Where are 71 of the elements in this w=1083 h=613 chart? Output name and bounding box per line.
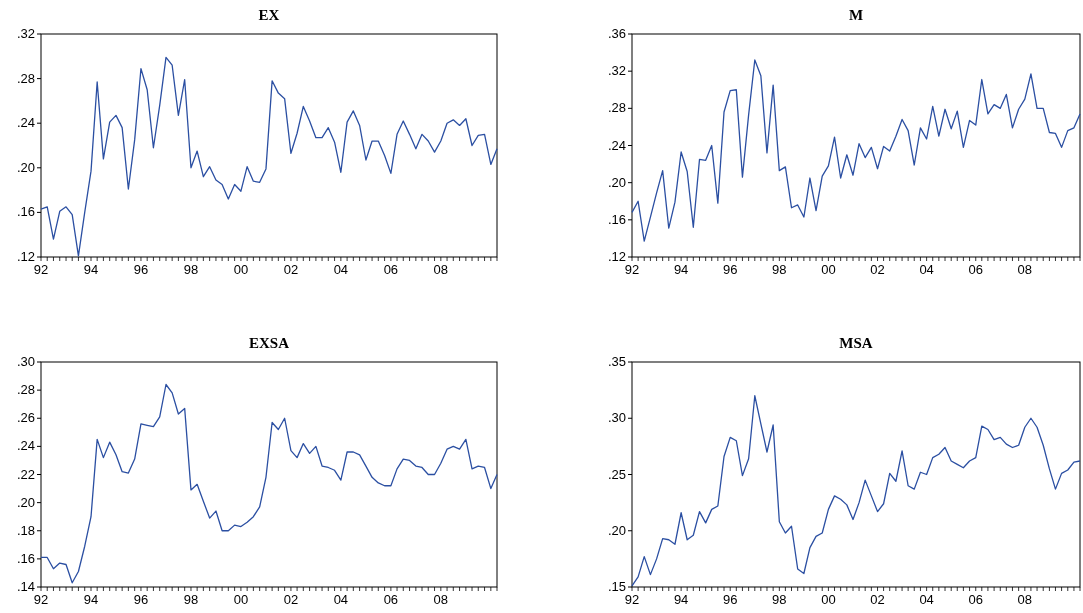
chart-title: MSA (839, 335, 873, 351)
x-tick-label: 02 (283, 262, 299, 277)
y-tick-label: .24 (16, 115, 35, 131)
y-tick-label: .12 (607, 249, 626, 264)
y-tick-label: .25 (607, 466, 626, 482)
y-tick-label: .28 (607, 100, 626, 116)
y-tick-label: .30 (607, 410, 626, 426)
y-tick-label: .28 (16, 382, 35, 398)
y-tick-label: .20 (16, 494, 35, 510)
chart-title: M (848, 7, 864, 23)
x-tick-label: 94 (673, 592, 689, 607)
x-tick-label: 06 (383, 262, 399, 277)
line-series (631, 59, 1081, 242)
x-tick-label: 04 (919, 262, 934, 277)
x-tick-label: 06 (383, 592, 399, 607)
y-tick-label: .14 (16, 579, 35, 594)
y-tick-label: .24 (607, 137, 626, 153)
x-tick-label: 04 (333, 592, 349, 607)
x-tick-label: 94 (673, 262, 689, 277)
y-tick-label: .24 (16, 438, 35, 454)
x-tick-label: 92 (624, 592, 640, 607)
y-tick-label: .32 (16, 26, 35, 41)
chart-title: EX (258, 7, 280, 23)
x-tick-label: 02 (283, 592, 299, 607)
x-tick-label: 98 (772, 592, 787, 607)
y-tick-label: .12 (16, 249, 35, 264)
x-tick-label: 00 (233, 262, 249, 277)
y-tick-label: .26 (16, 410, 35, 426)
x-tick-label: 98 (183, 262, 199, 277)
x-tick-label: 94 (83, 262, 99, 277)
line-series (631, 395, 1081, 587)
x-tick-label: 92 (33, 262, 49, 277)
x-tick-label: 08 (1017, 262, 1033, 277)
x-tick-label: 92 (33, 592, 49, 607)
y-tick-label: .32 (607, 63, 626, 79)
x-tick-label: 96 (722, 592, 738, 607)
x-tick-label: 92 (624, 262, 640, 277)
x-tick-label: 02 (870, 592, 885, 607)
x-tick-label: 08 (433, 592, 449, 607)
y-tick-label: .20 (607, 522, 626, 538)
x-tick-label: 96 (133, 262, 149, 277)
x-tick-label: 98 (772, 262, 787, 277)
y-tick-label: .20 (607, 174, 626, 190)
line-series (40, 383, 498, 584)
x-tick-label: 08 (433, 262, 449, 277)
y-tick-label: .28 (16, 70, 35, 86)
x-tick-label: 04 (333, 262, 349, 277)
y-tick-label: .16 (607, 211, 626, 227)
x-tick-label: 06 (968, 592, 983, 607)
y-tick-label: .18 (16, 522, 35, 538)
y-tick-label: .16 (16, 550, 35, 566)
x-tick-label: 00 (821, 592, 836, 607)
y-tick-label: .20 (16, 159, 35, 175)
line-series (40, 56, 498, 257)
y-tick-label: .16 (16, 204, 35, 220)
y-tick-label: .15 (607, 579, 626, 594)
x-tick-label: 00 (821, 262, 836, 277)
y-tick-label: .36 (607, 26, 626, 41)
x-tick-label: 06 (968, 262, 983, 277)
x-tick-label: 96 (133, 592, 149, 607)
x-tick-label: 96 (722, 262, 738, 277)
y-tick-label: .22 (16, 466, 35, 482)
x-tick-label: 94 (83, 592, 99, 607)
x-tick-label: 08 (1017, 592, 1033, 607)
x-tick-label: 98 (183, 592, 199, 607)
x-tick-label: 02 (870, 262, 885, 277)
y-tick-label: .30 (16, 354, 35, 369)
x-tick-label: 04 (919, 592, 934, 607)
y-tick-label: .35 (607, 354, 626, 369)
chart-title: EXSA (248, 335, 290, 351)
x-tick-label: 00 (233, 592, 249, 607)
